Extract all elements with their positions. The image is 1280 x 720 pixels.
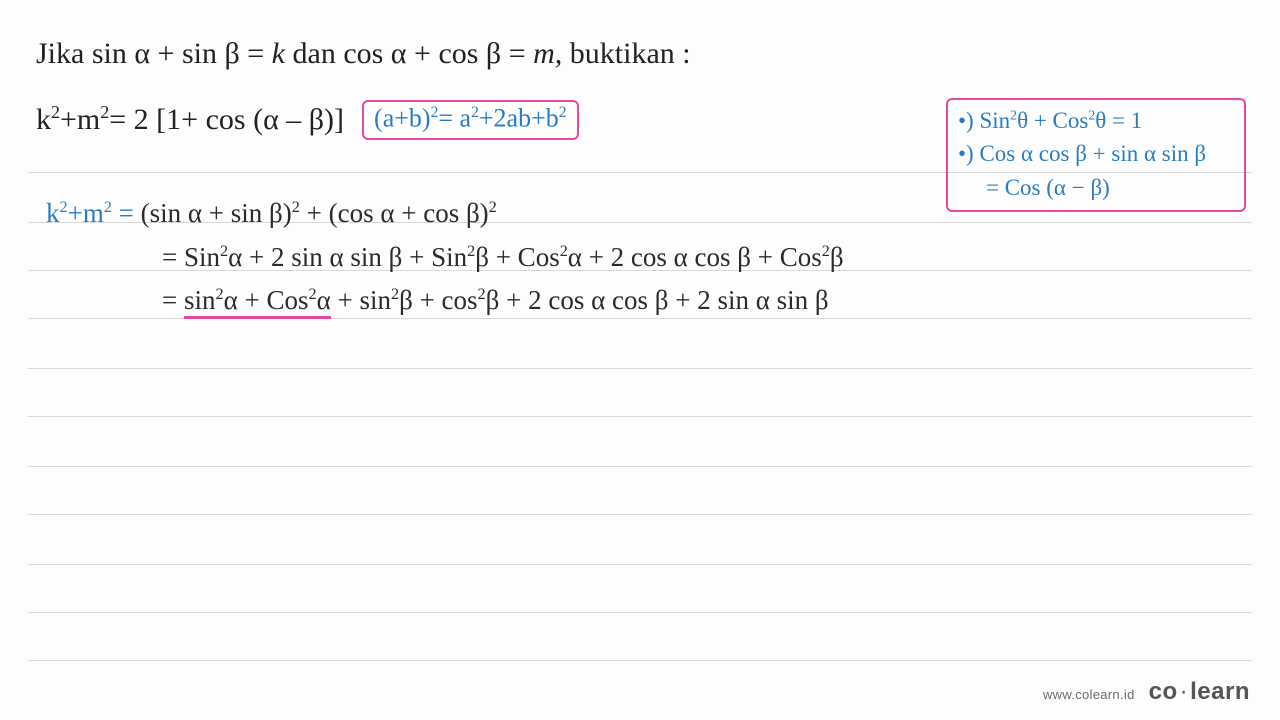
work-row-1: k2+m2 = (sin α + sin β)2 + (cos α + cos … xyxy=(46,192,844,236)
rule-line xyxy=(28,660,1252,661)
identity-line: = Cos (α − β) xyxy=(958,171,1234,204)
rule-line xyxy=(28,564,1252,565)
rule-line xyxy=(28,416,1252,417)
footer-url: www.colearn.id xyxy=(1043,687,1135,702)
whiteboard: Jika sin α + sin β = k dan cos α + cos β… xyxy=(0,0,1280,720)
footer: www.colearn.id co·learn xyxy=(1043,678,1250,706)
work-lhs: k2+m2 = xyxy=(46,198,134,228)
identities-box: •) Sin2θ + Cos2θ = 1•) Cos α cos β + sin… xyxy=(946,98,1246,212)
problem-line-1: Jika sin α + sin β = k dan cos α + cos β… xyxy=(36,30,1244,78)
rule-line xyxy=(28,368,1252,369)
identity-line: •) Cos α cos β + sin α sin β xyxy=(958,137,1234,170)
expansion-formula-box: (a+b)2= a2+2ab+b2 xyxy=(362,100,579,139)
work-rhs-2: = Sin2α + 2 sin α sin β + Sin2β + Cos2α … xyxy=(162,242,844,272)
work-row-3: = sin2α + Cos2α + sin2β + cos2β + 2 cos … xyxy=(46,279,844,323)
rule-line xyxy=(28,514,1252,515)
rule-line xyxy=(28,466,1252,467)
worked-steps: k2+m2 = (sin α + sin β)2 + (cos α + cos … xyxy=(46,192,844,323)
identity-line: •) Sin2θ + Cos2θ = 1 xyxy=(958,104,1234,137)
work-rhs-3: = sin2α + Cos2α + sin2β + cos2β + 2 cos … xyxy=(162,285,829,315)
rule-line xyxy=(28,612,1252,613)
footer-brand: co·learn xyxy=(1149,678,1250,706)
work-row-2: = Sin2α + 2 sin α sin β + Sin2β + Cos2α … xyxy=(46,236,844,280)
work-rhs-1: (sin α + sin β)2 + (cos α + cos β)2 xyxy=(141,198,497,228)
problem-equation: k2+m2= 2 [1+ cos (α – β)] xyxy=(36,96,344,144)
